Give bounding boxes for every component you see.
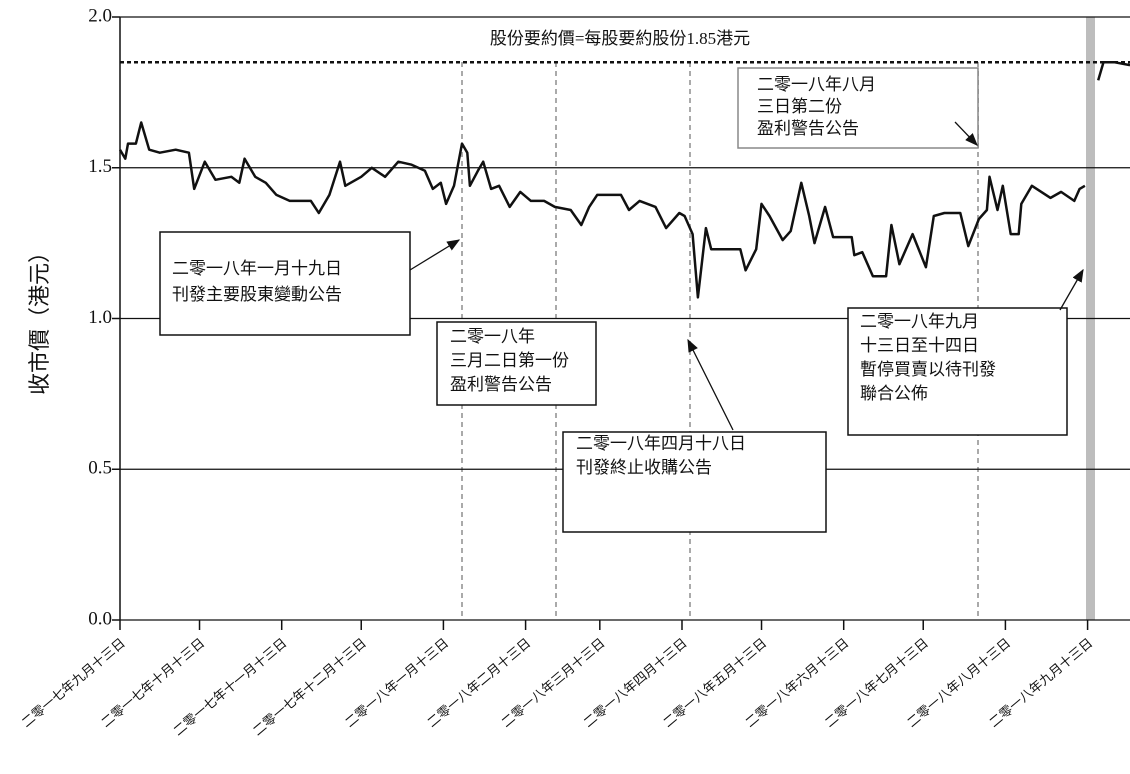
price-line xyxy=(118,60,1130,299)
y-tick-label: 1.0 xyxy=(88,307,112,328)
annotation-box xyxy=(159,231,411,336)
annotation-text: 暫停買賣以待刊發 xyxy=(860,360,996,379)
annotation-text: 三月二日第一份 xyxy=(450,351,569,370)
annotation-text: 刊發主要股東變動公告 xyxy=(172,285,342,304)
y-tick-label: 1.5 xyxy=(88,156,112,177)
annotation-text: 盈利警告公告 xyxy=(450,375,552,394)
annotation-text: 二零一八年一月十九日 xyxy=(172,259,342,278)
y-tick-label: 0.0 xyxy=(88,608,112,629)
annotation-arrow xyxy=(954,121,978,146)
annotation-box xyxy=(737,67,979,149)
annotation-text: 二零一八年八月 xyxy=(757,75,876,94)
annotation-text: 二零一八年四月十八日 xyxy=(576,434,746,453)
annotation-arrow xyxy=(409,239,461,271)
annotation-box xyxy=(436,321,597,406)
annotation-box xyxy=(562,431,827,533)
annotation-text: 二零一八年九月 xyxy=(860,312,979,331)
y-axis-label: 收市價（港元） xyxy=(27,241,52,395)
annotation-text: 聯合公佈 xyxy=(860,384,928,403)
reference-label: 股份要約價=每股要約股份1.85港元 xyxy=(490,29,750,48)
annotation-text: 盈利警告公告 xyxy=(757,119,859,138)
y-tick-label: 0.5 xyxy=(88,458,112,479)
annotation-box xyxy=(847,307,1068,436)
y-tick-label: 2.0 xyxy=(88,5,112,26)
annotation-text: 刊發終止收購公告 xyxy=(576,458,712,477)
annotation-text: 十三日至十四日 xyxy=(860,336,979,355)
annotation-text: 三日第二份 xyxy=(757,97,842,116)
annotation-text: 二零一八年 xyxy=(450,327,535,346)
annotation-arrow xyxy=(1059,268,1084,311)
annotation-arrow xyxy=(687,338,734,431)
